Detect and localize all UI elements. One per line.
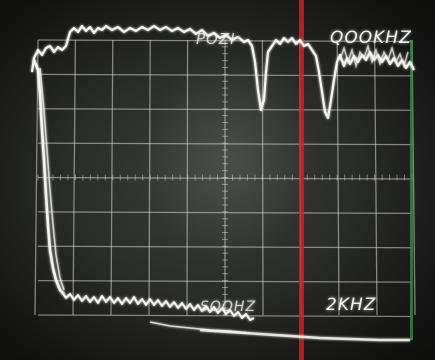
frequency-label-bottom-left: SOOHZ (200, 299, 257, 315)
frequency-label-top-left: POZI (196, 30, 236, 48)
graticule-vertical-line (373, 39, 378, 316)
screen-haze (120, 40, 340, 300)
graticule-vertical-line (336, 39, 340, 316)
graticule-horizontal-line (37, 211, 413, 215)
green-marker-line (410, 40, 413, 340)
graticule-horizontal-line (37, 73, 413, 77)
graticule-horizontal-line (37, 279, 413, 283)
frequency-label-top-right: QOOKHZ (330, 28, 412, 48)
graticule-horizontal-line (37, 245, 413, 249)
graticule-horizontal-line (37, 314, 413, 318)
upper-trace (30, 24, 415, 120)
red-marker-line (299, 0, 304, 360)
frequency-label-bottom-right: 2KHZ (326, 295, 377, 315)
graticule-horizontal-line (37, 142, 413, 146)
lower-trace (61, 291, 410, 342)
graticule-vertical-line (34, 39, 39, 316)
graticule-horizontal-line (37, 108, 413, 111)
falloff-trace (32, 59, 65, 295)
graticule-grid (34, 39, 416, 318)
graticule-horizontal-line (37, 39, 413, 43)
